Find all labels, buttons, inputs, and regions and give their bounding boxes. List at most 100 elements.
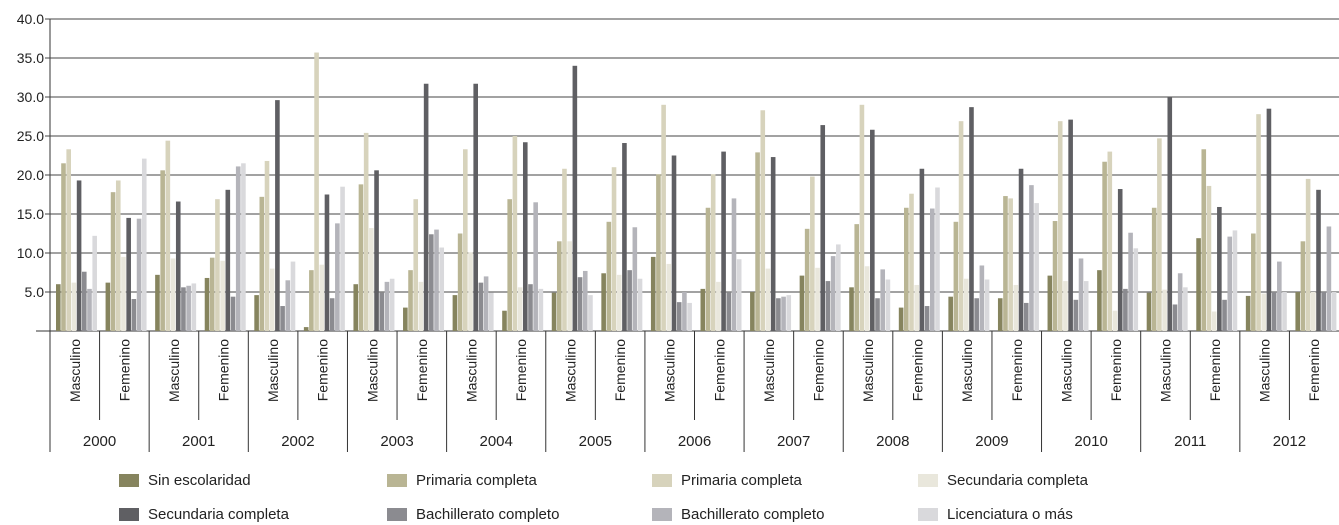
bar [403,307,408,331]
bar [1151,207,1157,331]
bar [898,307,904,331]
bar [280,306,285,331]
bar [1271,292,1277,331]
bar [637,278,643,331]
bar [562,168,567,331]
bar [434,229,439,331]
bar [804,228,810,331]
y-tick-label: 40.0 [17,11,44,27]
bar [413,199,419,331]
bar [290,261,296,331]
bar [225,189,231,331]
year-label: 2001 [182,433,215,450]
bar [1018,168,1024,331]
bar [551,292,557,331]
bar [1177,273,1183,331]
bar [572,65,578,332]
bar [958,121,964,332]
bar [71,282,77,331]
bar [736,259,742,331]
bar [611,167,617,331]
bar [191,283,197,331]
bar [408,270,413,331]
bar [1331,292,1337,331]
bar [1183,287,1188,331]
gender-label: Femenino [414,339,430,401]
bar [155,274,160,331]
bar [1083,281,1089,331]
bar [303,327,309,331]
year-label: 2009 [975,433,1008,450]
bar [909,193,914,331]
bar [1112,310,1118,331]
bar [929,208,935,331]
bar [810,176,815,331]
bar [324,194,330,331]
bar [656,174,661,331]
gender-label: Masculino [662,339,678,402]
bar [314,52,319,331]
bar [1023,302,1029,331]
bar [1326,226,1332,331]
bar [264,160,270,331]
bar [374,170,379,331]
bar [830,256,836,331]
bar [864,266,870,331]
bar [1300,241,1306,331]
bar [786,295,792,331]
bar [1277,261,1282,331]
bar [924,306,930,331]
bar [849,287,854,331]
gender-label: Masculino [959,339,975,402]
bar [710,174,716,331]
bar [259,196,265,331]
bar [528,284,533,331]
bar [1227,236,1233,331]
bar [556,241,562,331]
bar [836,244,841,331]
bar [963,278,969,331]
bar [1107,151,1113,331]
y-tick-label: 30.0 [17,89,44,105]
bar [418,281,424,331]
bar [1245,295,1251,331]
bar [126,217,131,331]
bar [319,264,325,331]
bar [538,288,544,331]
bar [384,281,390,331]
gender-label: Femenino [810,339,826,401]
bar [170,258,176,331]
bar [87,288,92,331]
bar [1201,149,1207,331]
bar [1172,304,1178,331]
bar [1128,232,1133,331]
bar [815,267,820,331]
year-label: 2004 [480,433,513,450]
bar [204,277,210,331]
bar [439,247,445,331]
bar [141,158,147,331]
bar [254,295,259,331]
bar [1102,161,1107,331]
y-tick-label: 5.0 [25,284,45,300]
bar [389,278,395,331]
bar [1217,206,1222,331]
bar [770,157,776,331]
bar [1003,196,1008,331]
bar [859,104,865,331]
bar [358,184,364,331]
bar [1321,292,1327,331]
bar [716,281,721,331]
bar [820,125,826,331]
bar [1311,292,1316,331]
bar [661,104,666,331]
gender-label: Femenino [1207,339,1223,401]
bar [1251,233,1256,331]
bar [1206,185,1212,331]
bar [452,295,458,331]
bar [974,298,979,331]
bar [705,207,711,331]
bar [1162,289,1167,331]
bar [1232,230,1238,331]
bar [329,298,335,331]
